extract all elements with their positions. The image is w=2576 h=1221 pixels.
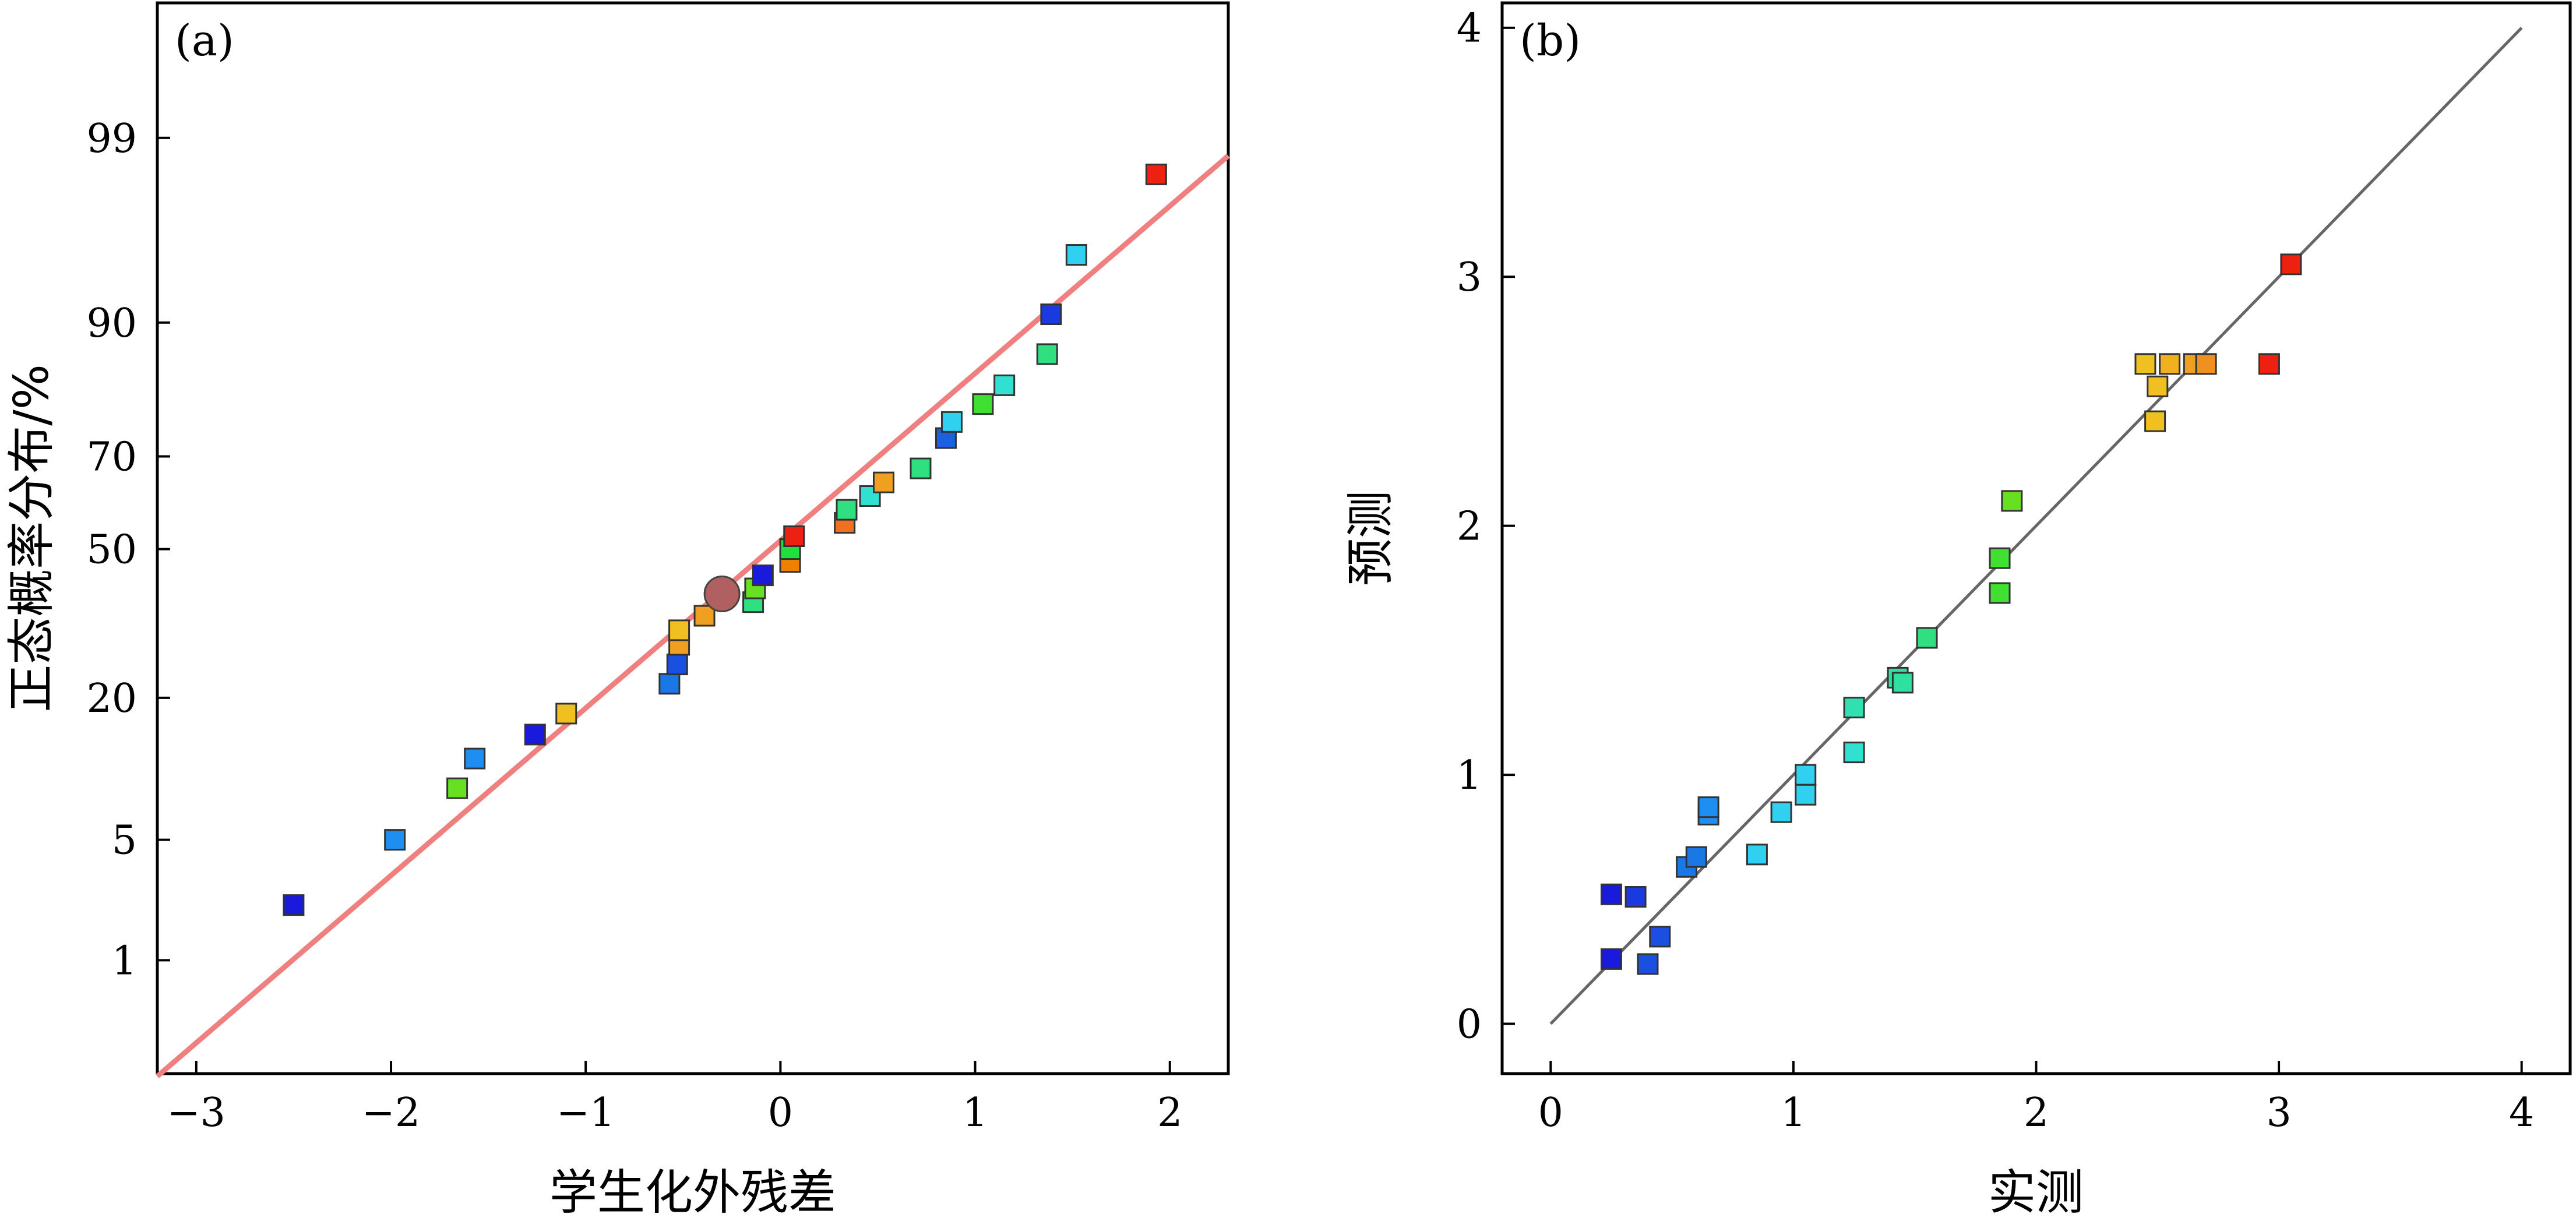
panel-a-label: (a) bbox=[175, 16, 234, 66]
panel-a-point bbox=[1065, 244, 1087, 266]
panel-a-x-tick-label: 0 bbox=[768, 1090, 793, 1136]
panel-a-point bbox=[283, 894, 305, 916]
panel-a-point bbox=[464, 747, 486, 770]
panel-a-point bbox=[872, 471, 894, 493]
panel-a-point bbox=[1040, 304, 1062, 326]
panel-b-point bbox=[1624, 886, 1647, 908]
panel-b-points bbox=[1600, 253, 2302, 975]
panel-a-point bbox=[1036, 343, 1058, 365]
panel-a-y-tick-label: 70 bbox=[86, 434, 137, 480]
panel-b-y-tick-label: 4 bbox=[1457, 6, 1482, 52]
panel-a-point bbox=[910, 457, 932, 479]
panel-a-point bbox=[993, 374, 1016, 396]
panel-a-x-tick-label: 1 bbox=[963, 1090, 988, 1136]
panel-b-x-tick-label: 4 bbox=[2509, 1090, 2534, 1136]
panel-b-point bbox=[1843, 742, 1865, 764]
panel-a-fit-line-group bbox=[156, 153, 1230, 1079]
panel-b-ylabel: 预测 bbox=[1343, 490, 1398, 586]
panel-b-point bbox=[2195, 353, 2217, 375]
panel-a-x-tick-label: −1 bbox=[556, 1090, 615, 1136]
panel-b-x-tick-label: 3 bbox=[2266, 1090, 2291, 1136]
panel-a-point bbox=[524, 724, 546, 746]
panel-a-point bbox=[693, 605, 716, 627]
panel-a-x-tick-label: −2 bbox=[362, 1090, 420, 1136]
panel-a-y-tick-label: 5 bbox=[112, 818, 137, 864]
panel-b-frame bbox=[1500, 1, 2572, 1075]
panel-b-reference-line bbox=[1549, 26, 2523, 1025]
panel-b-point bbox=[1600, 883, 1622, 905]
panel-b-point bbox=[2159, 353, 2181, 375]
panel-a-point bbox=[555, 703, 577, 725]
panel-a-ylabel: 正态概率分布/% bbox=[4, 364, 59, 712]
panel-b-point bbox=[1891, 672, 1914, 694]
panel-a-point bbox=[658, 673, 681, 695]
panel-b-y-tick-label: 3 bbox=[1457, 255, 1482, 301]
panel-b-ticks: 0 1 2 3 4 0 1 2 3 4 bbox=[1457, 6, 2535, 1136]
panel-a-point bbox=[668, 619, 690, 641]
panel-b-point bbox=[1795, 764, 1817, 786]
panel-b-x-tick-label: 1 bbox=[1781, 1090, 1806, 1136]
panel-a-point bbox=[446, 777, 468, 799]
panel-a-point bbox=[972, 393, 994, 415]
panel-b-point bbox=[1916, 627, 1938, 649]
panel-b-point bbox=[1637, 953, 1659, 975]
panel-b-y-tick-label: 1 bbox=[1457, 753, 1482, 799]
panel-b-point bbox=[1649, 926, 1671, 948]
panel-b-label: (b) bbox=[1520, 16, 1581, 66]
panel-a-y-tick-label: 1 bbox=[112, 938, 137, 984]
panel-b-xlabel: 实测 bbox=[1988, 1165, 2084, 1220]
panel-a-xlabel: 学生化外残差 bbox=[549, 1165, 836, 1220]
panel-b-point bbox=[1770, 801, 1792, 823]
panel-a-point bbox=[940, 411, 963, 433]
panel-a-frame bbox=[156, 1, 1230, 1075]
panel-a-point bbox=[384, 829, 406, 851]
panel-b-point bbox=[1600, 948, 1622, 970]
panel-a-y-tick-label: 90 bbox=[86, 301, 137, 347]
panel-b-point bbox=[1685, 846, 1707, 868]
panel-a-highlight-point bbox=[703, 575, 741, 612]
panel-a-ticks: −3 −2 −1 0 1 2 1 5 20 50 70 90 99 bbox=[86, 116, 1182, 1136]
panel-a: (a) −3 −2 −1 0 1 2 1 5 20 50 70 90 99 学生化外残差 正态概率分布/… bbox=[4, 1, 1230, 1220]
panel-a-y-tick-label: 99 bbox=[86, 116, 137, 162]
panel-b-y-tick-label: 2 bbox=[1457, 504, 1482, 550]
panel-b-point bbox=[2258, 353, 2280, 375]
panel-a-x-tick-label: −3 bbox=[167, 1090, 225, 1136]
panel-a-point bbox=[752, 564, 774, 587]
panel-a-point bbox=[666, 654, 688, 676]
panel-b-x-tick-label: 0 bbox=[1538, 1090, 1563, 1136]
panel-b-point bbox=[1843, 697, 1865, 719]
panel-a-y-tick-label: 20 bbox=[86, 676, 137, 722]
panel-a-points bbox=[283, 163, 1167, 916]
panel-b-reference-line-group bbox=[1549, 26, 2523, 1025]
panel-a-fit-line bbox=[156, 153, 1230, 1079]
panel-b: (b) 0 1 2 3 4 0 1 2 3 4 实测 预测 bbox=[1343, 1, 2572, 1220]
panel-a-point bbox=[1145, 163, 1167, 185]
panel-b-point bbox=[2280, 253, 2302, 276]
panel-b-point bbox=[1697, 796, 1719, 818]
panel-b-x-tick-label: 2 bbox=[2024, 1090, 2049, 1136]
panel-b-point bbox=[2144, 410, 2166, 432]
panel-a-y-tick-label: 50 bbox=[86, 527, 137, 573]
panel-b-point bbox=[1989, 582, 2011, 604]
panel-a-point bbox=[836, 499, 858, 521]
panel-b-y-tick-label: 0 bbox=[1457, 1002, 1482, 1048]
panel-b-point bbox=[2147, 375, 2169, 397]
panel-a-point bbox=[783, 525, 805, 548]
panel-a-x-tick-label: 2 bbox=[1157, 1090, 1182, 1136]
panel-b-point bbox=[1795, 784, 1817, 806]
panel-b-point bbox=[1746, 844, 1768, 866]
panel-b-point bbox=[2134, 353, 2156, 375]
panel-b-point bbox=[1989, 547, 2011, 569]
panel-b-point bbox=[2001, 490, 2023, 512]
